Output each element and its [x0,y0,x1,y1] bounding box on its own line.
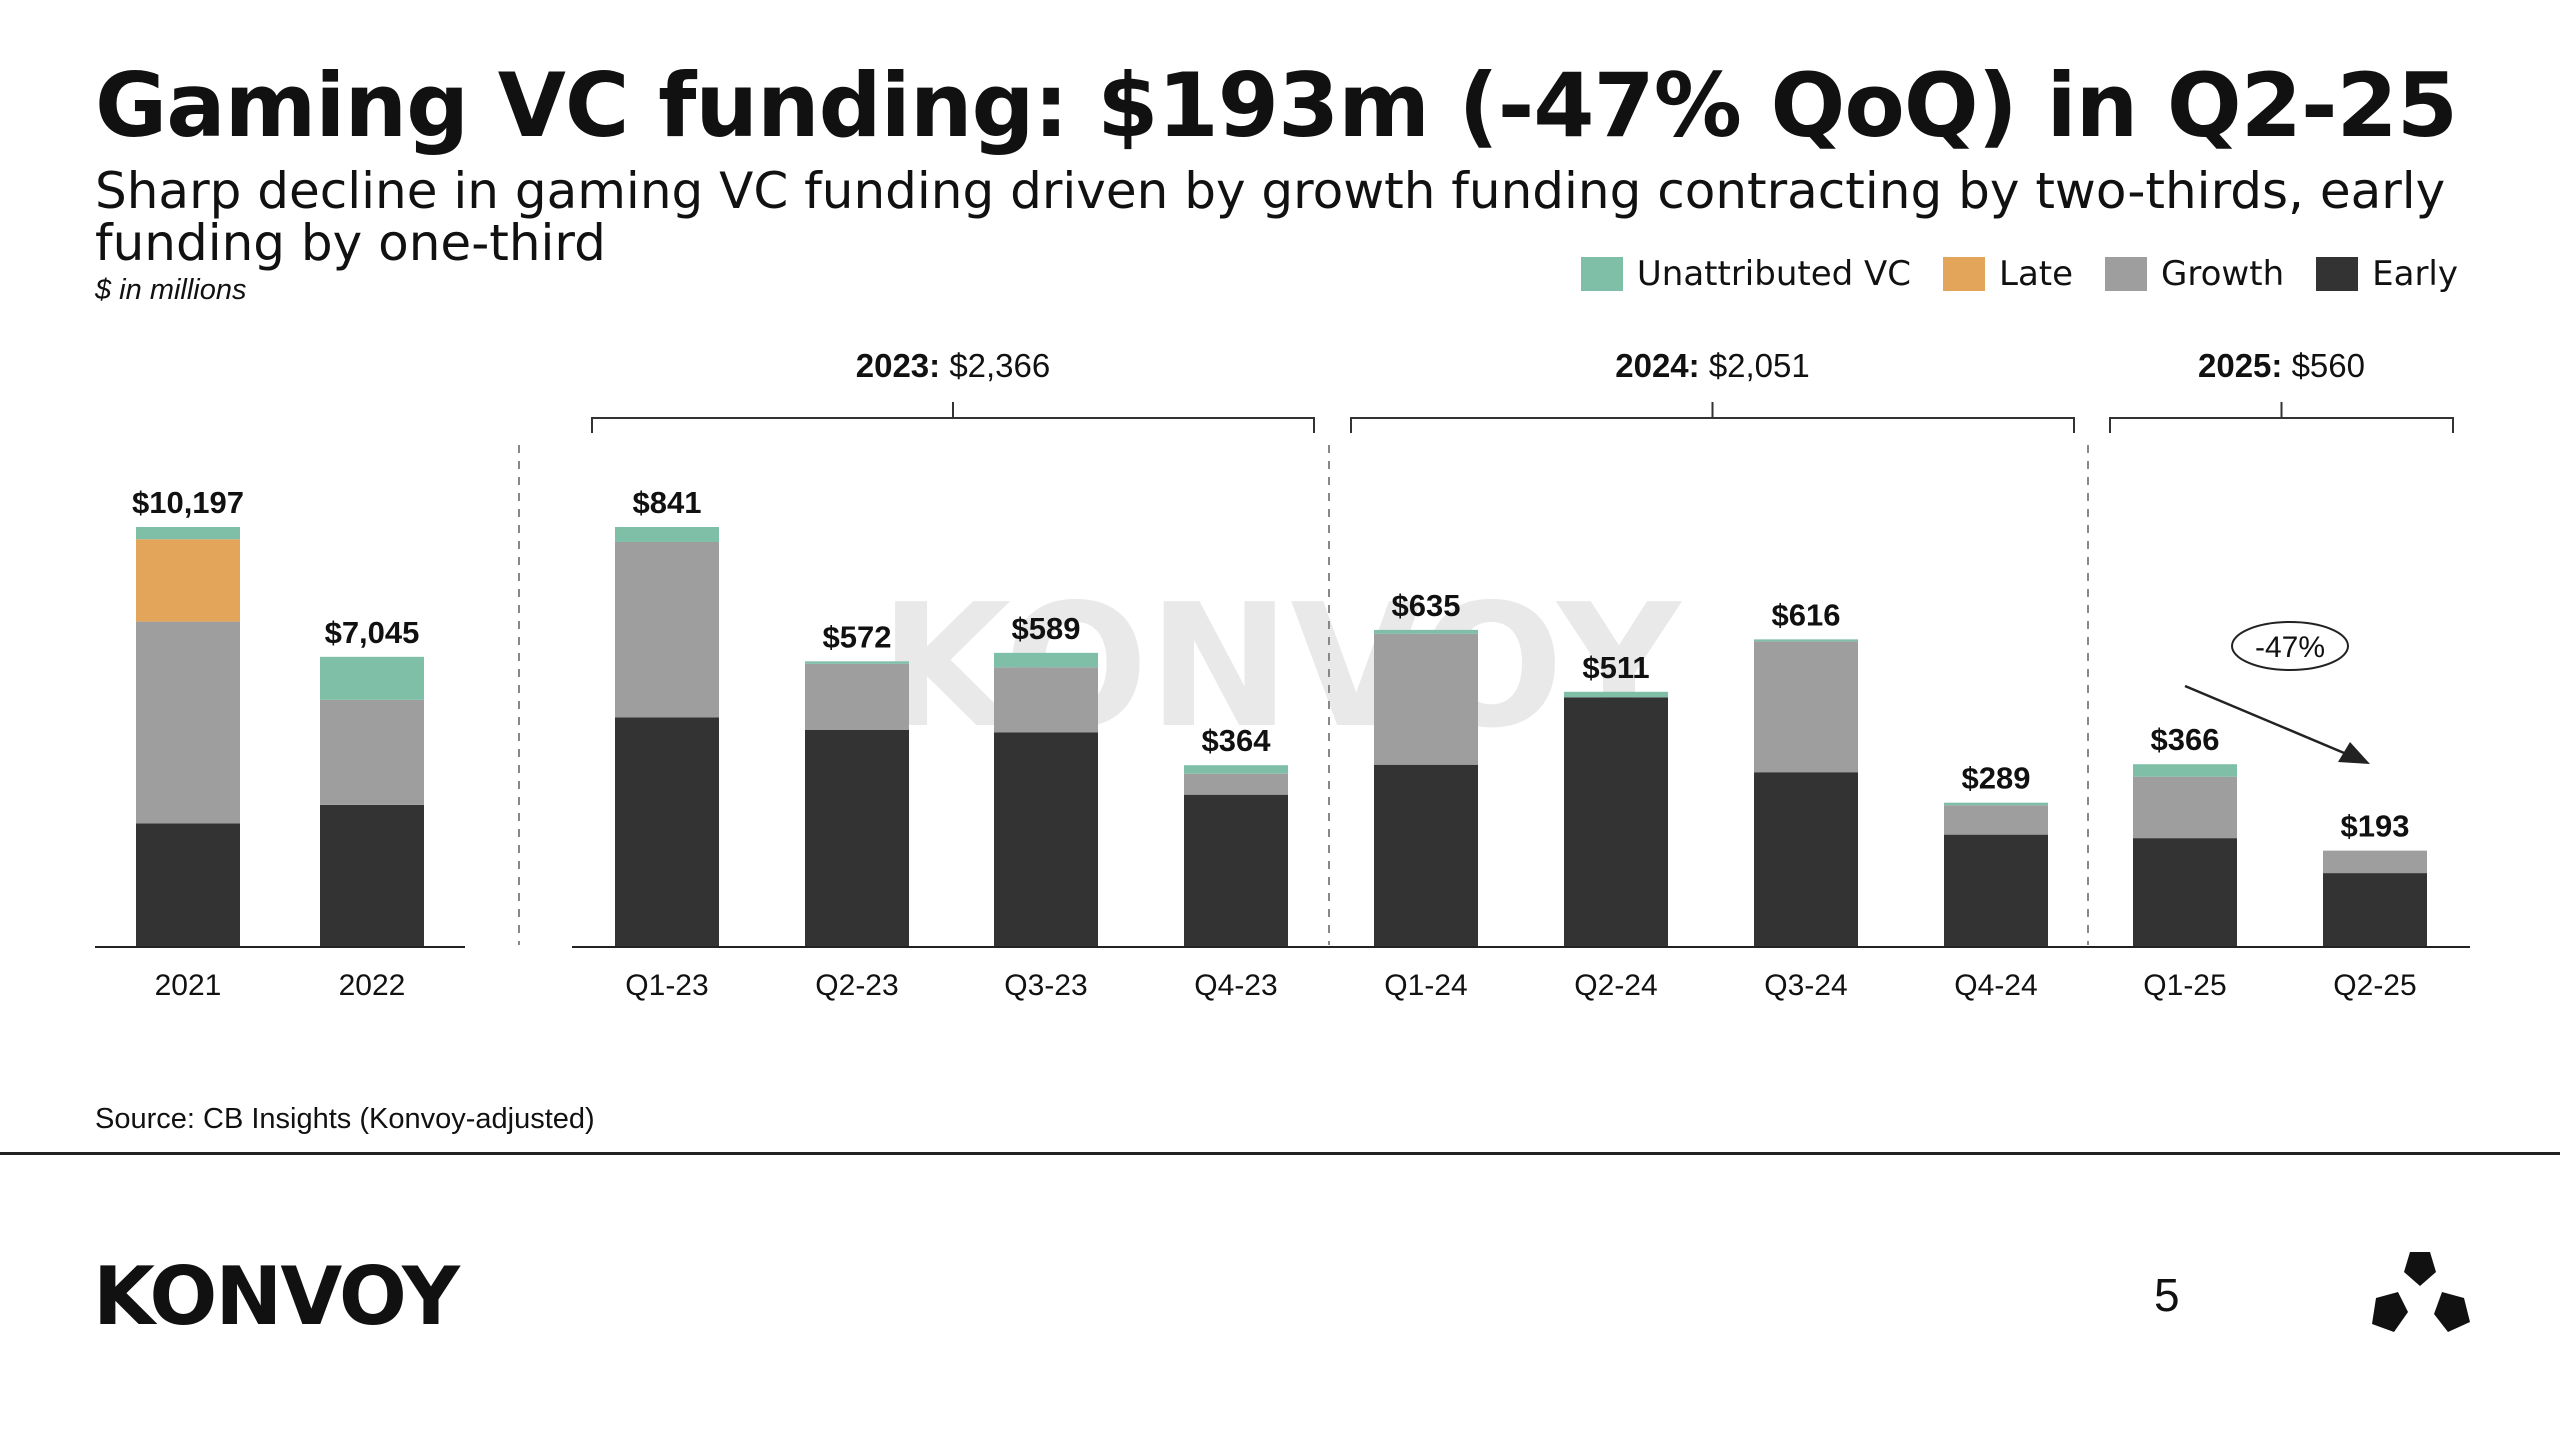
funding-chart: KONVOY$10,1972021$7,0452022$841Q1-23$572… [95,347,2470,1002]
bar-q1-25-early [2133,838,2237,947]
bar-q4-24-early [1944,834,2048,947]
year-group-label-2024: 2024: $2,051 [1615,347,1810,384]
bar-2022-early [320,804,424,947]
bar-q2-23-unattributed-vc [805,661,909,664]
konvoy-logo-icon [2372,1252,2470,1332]
total-label-q2-24: $511 [1582,650,1649,685]
konvoy-logo-text: KONVOY [93,1250,460,1343]
bar-q1-23-early [615,717,719,947]
chart-legend: Unattributed VC Late Growth Early [1580,254,2458,294]
year-group-year: 2025: [2198,347,2292,384]
year-group-value: $2,366 [949,347,1050,384]
year-group-label-2023: 2023: $2,366 [856,347,1051,384]
x-tick-q3-23: Q3-23 [1004,969,1087,1002]
bar-q2-24-unattributed-vc [1564,691,1668,698]
x-tick-q2-24: Q2-24 [1574,969,1657,1002]
x-tick-q1-25: Q1-25 [2143,969,2226,1002]
total-label-q4-24: $289 [1962,761,2031,796]
bar-q1-25-growth [2133,776,2237,839]
legend-label-late: Late [1999,254,2074,294]
bar-q1-23-unattributed-vc [615,527,719,542]
annotation-arrow-head [2338,742,2370,764]
legend-label-unattributed: Unattributed VC [1636,254,1912,294]
total-label-q3-24: $616 [1772,597,1841,632]
total-label-q2-25: $193 [2341,809,2410,844]
x-tick-q1-24: Q1-24 [1384,969,1467,1002]
year-group-label-2025: 2025: $560 [2198,347,2365,384]
bar-q1-25-unattributed-vc [2133,764,2237,777]
bar-2022-growth [320,699,424,805]
x-tick-q4-23: Q4-23 [1194,969,1277,1002]
year-group-value: $560 [2292,347,2365,384]
bar-q1-23-growth [615,541,719,718]
x-tick-q2-25: Q2-25 [2333,969,2416,1002]
bar-q4-23-unattributed-vc [1184,765,1288,774]
total-label-q2-23: $572 [823,619,892,654]
x-tick-2021: 2021 [155,969,222,1002]
bar-q4-23-growth [1184,773,1288,795]
total-label-q1-25: $366 [2151,722,2220,757]
page-number: 5 [2154,1269,2180,1321]
legend-swatch-early [2316,257,2359,291]
bar-q3-23-growth [994,667,1098,733]
bar-q3-23-unattributed-vc [994,652,1098,668]
bar-2022-unattributed-vc [320,656,424,700]
legend-swatch-late [1943,257,1986,291]
bar-q4-24-unattributed-vc [1944,802,2048,806]
bar-q2-25-early [2323,873,2427,947]
bar-q1-24-growth [1374,633,1478,765]
bar-q4-24-growth [1944,805,2048,835]
x-tick-q4-24: Q4-24 [1954,969,2037,1002]
year-group-year: 2024: [1615,347,1709,384]
total-label-q3-23: $589 [1012,611,1081,646]
bar-q1-24-unattributed-vc [1374,629,1478,634]
total-label-q4-23: $364 [1202,723,1272,758]
bar-q3-24-growth [1754,641,1858,773]
bar-2021-unattributed-vc [136,527,240,540]
page-title: Gaming VC funding: $193m (-47% QoQ) in Q… [95,54,2458,157]
bar-q2-23-early [805,729,909,947]
bar-q2-24-early [1564,697,1668,947]
legend-item-late: Late [1943,254,2073,294]
bar-q3-24-unattributed-vc [1754,639,1858,642]
legend-label-growth: Growth [2161,254,2285,294]
total-label-q1-24: $635 [1392,588,1461,623]
total-label-2022: $7,045 [325,615,420,650]
bar-q2-25-growth [2323,850,2427,874]
source-note: Source: CB Insights (Konvoy-adjusted) [95,1103,595,1135]
annotation-arrow-line [2184,684,2357,760]
bar-2021-late [136,539,240,622]
year-bracket-2025 [2109,402,2454,433]
bar-q3-24-early [1754,772,1858,947]
annotation-label: -47% [2255,631,2325,664]
year-group-year: 2023: [856,347,950,384]
bar-q1-24-early [1374,764,1478,947]
bar-q4-23-early [1184,794,1288,947]
legend-swatch-unattributed [1580,257,1623,291]
x-tick-q3-24: Q3-24 [1764,969,1847,1002]
legend-item-unattributed: Unattributed VC [1580,254,1912,294]
legend-label-early: Early [2372,254,2458,294]
x-tick-2022: 2022 [339,969,406,1002]
legend-item-growth: Growth [2105,254,2284,294]
total-label-q1-23: $841 [633,485,702,520]
legend-swatch-growth [2105,257,2148,291]
year-group-value: $2,051 [1709,347,1810,384]
bar-q3-23-early [994,732,1098,947]
bar-2021-growth [136,621,240,824]
footer-divider [0,1152,2560,1155]
units-note: $ in millions [95,274,247,306]
x-tick-q2-23: Q2-23 [815,969,898,1002]
x-tick-q1-23: Q1-23 [625,969,708,1002]
bar-2021-early [136,823,240,947]
annotation-ellipse [2231,621,2349,671]
total-label-2021: $10,197 [132,485,244,520]
year-bracket-2023 [591,402,1315,433]
legend-item-early: Early [2316,254,2458,294]
year-bracket-2024 [1350,402,2075,433]
bar-q2-23-growth [805,663,909,730]
page-subtitle: Sharp decline in gaming VC funding drive… [95,162,2446,272]
